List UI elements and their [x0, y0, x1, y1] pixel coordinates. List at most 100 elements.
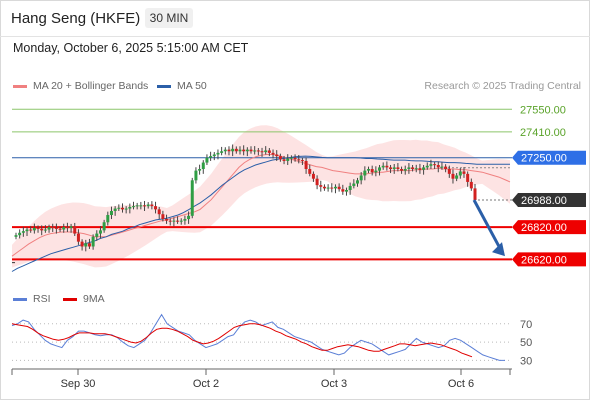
candle-body: [275, 154, 279, 157]
candle-body: [370, 169, 374, 173]
candle-body: [326, 187, 330, 189]
candle-body: [51, 227, 55, 229]
candle-body: [201, 162, 205, 170]
candle-body: [355, 180, 359, 184]
candle-body: [238, 149, 242, 152]
level-label-27410.00: 27410.00: [520, 127, 566, 139]
candle-body: [400, 169, 404, 171]
instrument-title: Hang Seng (HKFE): [11, 10, 141, 27]
candle-body: [385, 165, 389, 168]
candle-body: [234, 148, 238, 152]
x-tick-label: Oct 3: [321, 378, 347, 390]
level-label-26988.00: 26988.00: [521, 195, 567, 207]
candle-body: [73, 226, 77, 234]
candle-body: [146, 204, 150, 207]
candle-body: [414, 168, 418, 170]
candle-body: [231, 148, 235, 152]
candle-body: [319, 185, 323, 187]
candle-body: [223, 149, 227, 152]
candle-body: [220, 151, 224, 153]
legend-rsi-label: RSI: [33, 293, 51, 305]
candle-body: [392, 167, 396, 170]
candle-body: [352, 183, 356, 186]
candle-body: [363, 170, 367, 176]
candle-body: [32, 227, 36, 231]
candle-body: [444, 166, 448, 170]
legend-ma50-label: MA 50: [177, 80, 207, 92]
rsi-tick-label: 30: [520, 355, 532, 367]
legend-ma20-label: MA 20 + Bollinger Bands: [33, 80, 149, 92]
candle-body: [120, 207, 124, 210]
candle-body: [396, 167, 400, 170]
candle-body: [190, 180, 194, 216]
candle-body: [135, 205, 139, 207]
candle-body: [403, 169, 407, 171]
candle-body: [157, 209, 161, 215]
ma50-swatch: [157, 84, 171, 88]
candle-body: [227, 149, 231, 152]
candle-body: [381, 165, 385, 168]
candle-body: [80, 241, 84, 247]
candle-body: [462, 171, 466, 174]
candle-body: [124, 208, 128, 210]
candle-body: [14, 235, 18, 237]
candle-body: [436, 164, 440, 168]
candle-body: [378, 167, 382, 171]
candle-body: [308, 169, 312, 174]
candle-body: [216, 152, 220, 155]
candle-body: [304, 160, 308, 170]
legend-ma50: MA 50: [157, 80, 207, 92]
candle-body: [76, 233, 80, 242]
candle-body: [330, 187, 334, 189]
candle-body: [194, 170, 198, 181]
candle-body: [87, 243, 91, 247]
candle-body: [209, 156, 213, 158]
credit-text: Research © 2025 Trading Central: [424, 80, 581, 92]
level-label-26820.00: 26820.00: [521, 222, 567, 234]
legend-ma20: MA 20 + Bollinger Bands: [13, 80, 148, 92]
candle-body: [47, 227, 51, 230]
candle-body: [455, 175, 459, 179]
candle-body: [58, 228, 62, 230]
candle-body: [212, 154, 216, 157]
header-bar: Hang Seng (HKFE) 30 MIN: [0, 0, 590, 37]
candle-body: [21, 231, 25, 233]
candle-body: [374, 170, 378, 173]
level-tag-26620.00: [512, 252, 586, 267]
candle-body: [109, 210, 113, 216]
candle-body: [267, 150, 271, 153]
candle-body: [311, 173, 315, 179]
candle-body: [69, 226, 73, 228]
projection-arrow-head: [492, 242, 505, 257]
level-tag-26820.00: [512, 220, 586, 235]
candle-body: [106, 215, 110, 223]
x-tick-label: Oct 2: [193, 378, 219, 390]
candle-body: [359, 175, 363, 181]
candle-body: [179, 220, 183, 222]
rsi-tick-label: 70: [520, 319, 532, 331]
rsi-line: [11, 313, 505, 361]
candle-body: [451, 173, 455, 179]
timeframe-button[interactable]: 30 MIN: [145, 8, 193, 28]
candle-body: [187, 215, 191, 220]
legend-rsi-ma-label: 9MA: [83, 293, 105, 305]
candle-body: [411, 167, 415, 170]
candle-body: [348, 185, 352, 190]
candle-body: [172, 220, 176, 222]
candle-body: [18, 232, 22, 236]
candle-body: [40, 228, 44, 231]
candle-body: [367, 169, 371, 171]
candle-body: [54, 227, 58, 229]
candle-body: [297, 159, 301, 161]
candle-body: [62, 227, 66, 230]
candle-body: [128, 206, 132, 209]
candle-body: [29, 229, 33, 231]
candle-body: [271, 152, 275, 155]
rsi-swatch: [13, 297, 27, 301]
candle-body: [245, 149, 249, 152]
candle-body: [341, 189, 345, 192]
candle-body: [84, 243, 88, 247]
candle-body: [117, 207, 121, 209]
candle-body: [260, 151, 264, 153]
candle-body: [102, 222, 106, 231]
